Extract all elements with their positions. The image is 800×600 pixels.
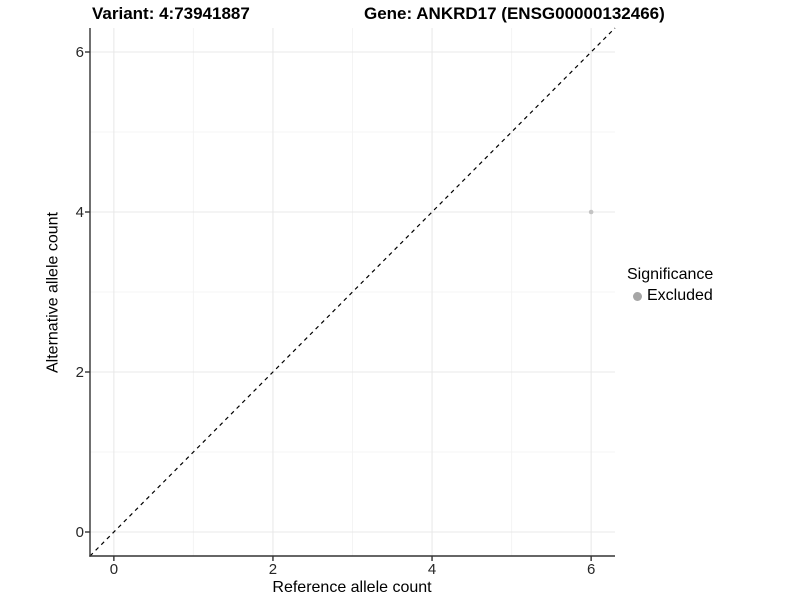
- x-tick-label: 4: [427, 561, 437, 578]
- y-axis-title: Alternative allele count: [44, 212, 62, 373]
- y-tick-label: 2: [75, 364, 84, 381]
- y-tick-label: 4: [75, 204, 84, 221]
- plot-title-gene: Gene: ANKRD17 (ENSG00000132466): [364, 4, 665, 23]
- legend-entry-label: Excluded: [647, 287, 713, 304]
- x-tick-label: 6: [586, 561, 596, 578]
- plot-title-variant: Variant: 4:73941887: [92, 4, 250, 23]
- y-tick-label: 0: [75, 524, 84, 541]
- legend-entry: Excluded: [627, 287, 713, 305]
- legend-title: Significance: [627, 266, 714, 283]
- data-point: [588, 209, 594, 215]
- legend: Significance Excluded: [627, 266, 713, 305]
- x-axis-title: Reference allele count: [272, 579, 432, 596]
- y-tick-label: 6: [75, 44, 84, 61]
- x-tick-label: 0: [109, 561, 119, 578]
- legend-key-dot: [633, 291, 642, 301]
- x-tick-label: 2: [268, 561, 278, 578]
